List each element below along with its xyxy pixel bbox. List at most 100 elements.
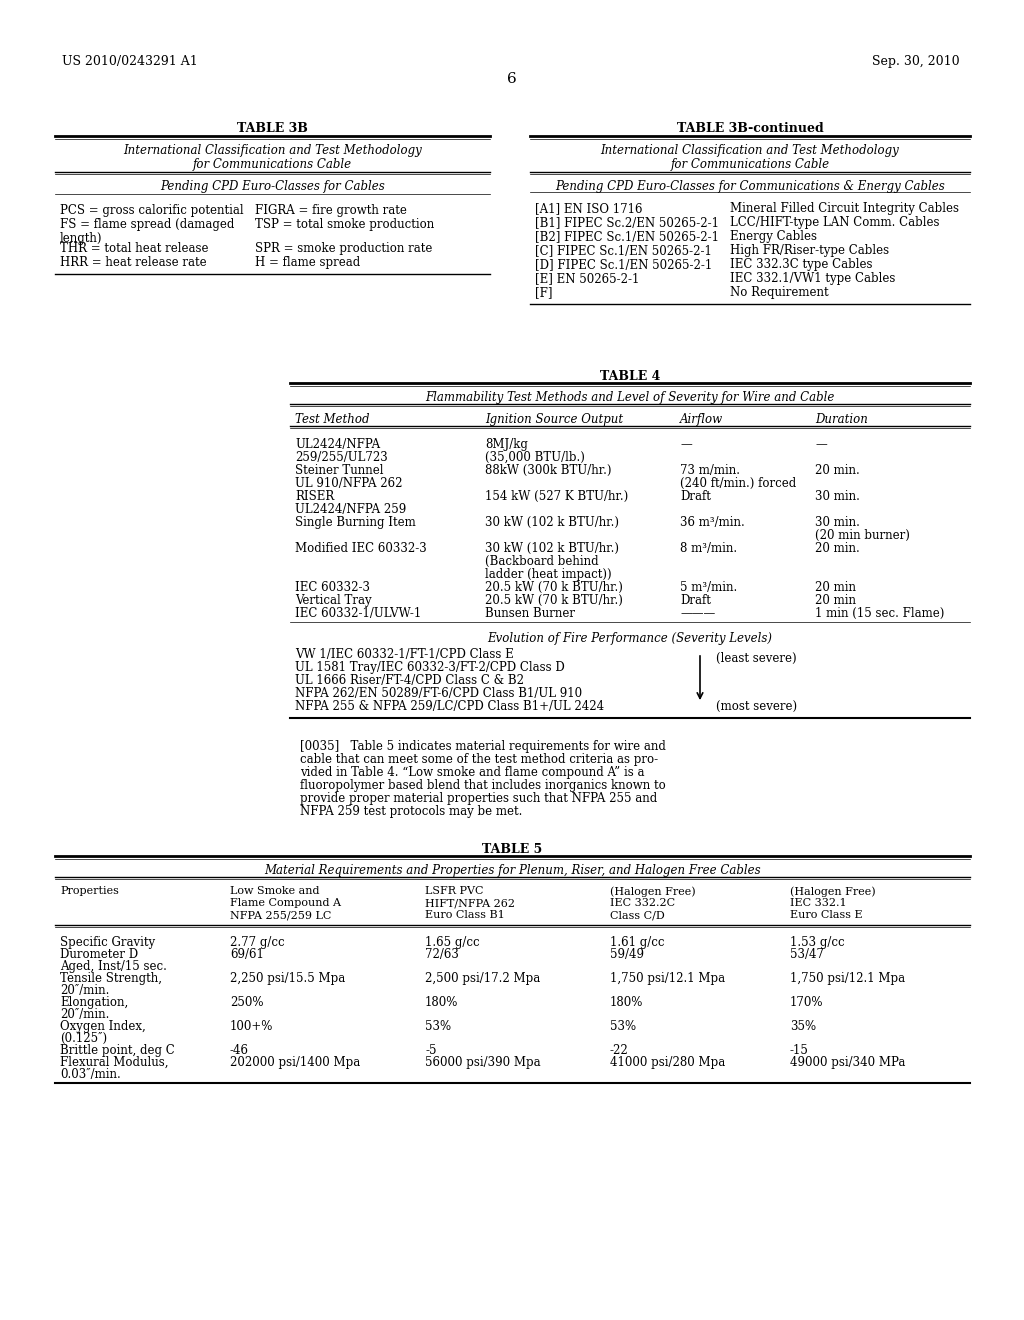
Text: 2.77 g/cc: 2.77 g/cc — [230, 936, 285, 949]
Text: H = flame spread: H = flame spread — [255, 256, 360, 269]
Text: NFPA 255 & NFPA 259/LC/CPD Class B1+/UL 2424: NFPA 255 & NFPA 259/LC/CPD Class B1+/UL … — [295, 700, 604, 713]
Text: Test Method: Test Method — [295, 413, 370, 426]
Text: 30 kW (102 k BTU/hr.): 30 kW (102 k BTU/hr.) — [485, 516, 618, 529]
Text: [B1] FIPEC Sc.2/EN 50265-2-1: [B1] FIPEC Sc.2/EN 50265-2-1 — [535, 216, 719, 228]
Text: 1 min (15 sec. Flame): 1 min (15 sec. Flame) — [815, 607, 944, 620]
Text: 20 min: 20 min — [815, 581, 856, 594]
Text: IEC 332.1/VW1 type Cables: IEC 332.1/VW1 type Cables — [730, 272, 895, 285]
Text: TSP = total smoke production: TSP = total smoke production — [255, 218, 434, 231]
Text: fluoropolymer based blend that includes inorganics known to: fluoropolymer based blend that includes … — [300, 779, 666, 792]
Text: 6: 6 — [507, 73, 517, 86]
Text: TABLE 3B-continued: TABLE 3B-continued — [677, 121, 823, 135]
Text: 1,750 psi/12.1 Mpa: 1,750 psi/12.1 Mpa — [790, 972, 905, 985]
Text: 20.5 kW (70 k BTU/hr.): 20.5 kW (70 k BTU/hr.) — [485, 581, 623, 594]
Text: Tensile Strength,: Tensile Strength, — [60, 972, 162, 985]
Text: 1,750 psi/12.1 Mpa: 1,750 psi/12.1 Mpa — [610, 972, 725, 985]
Text: Pending CPD Euro-Classes for Communications & Energy Cables: Pending CPD Euro-Classes for Communicati… — [555, 180, 945, 193]
Text: 73 m/min.: 73 m/min. — [680, 465, 740, 477]
Text: Euro Class B1: Euro Class B1 — [425, 909, 505, 920]
Text: Properties: Properties — [60, 886, 119, 896]
Text: LCC/HIFT-type LAN Comm. Cables: LCC/HIFT-type LAN Comm. Cables — [730, 216, 939, 228]
Text: 49000 psi/340 MPa: 49000 psi/340 MPa — [790, 1056, 905, 1069]
Text: -46: -46 — [230, 1044, 249, 1057]
Text: Airflow: Airflow — [680, 413, 723, 426]
Text: TABLE 3B: TABLE 3B — [238, 121, 308, 135]
Text: 8 m³/min.: 8 m³/min. — [680, 543, 737, 554]
Text: UL 1666 Riser/FT-4/CPD Class C & B2: UL 1666 Riser/FT-4/CPD Class C & B2 — [295, 675, 524, 686]
Text: [0035]   Table 5 indicates material requirements for wire and: [0035] Table 5 indicates material requir… — [300, 741, 666, 752]
Text: Durometer D: Durometer D — [60, 948, 138, 961]
Text: VW 1/IEC 60332-1/FT-1/CPD Class E: VW 1/IEC 60332-1/FT-1/CPD Class E — [295, 648, 514, 661]
Text: 259/255/UL723: 259/255/UL723 — [295, 451, 388, 465]
Text: 56000 psi/390 Mpa: 56000 psi/390 Mpa — [425, 1056, 541, 1069]
Text: 250%: 250% — [230, 997, 263, 1008]
Text: Sep. 30, 2010: Sep. 30, 2010 — [872, 55, 961, 69]
Text: provide proper material properties such that NFPA 255 and: provide proper material properties such … — [300, 792, 657, 805]
Text: 41000 psi/280 Mpa: 41000 psi/280 Mpa — [610, 1056, 725, 1069]
Text: 59/49: 59/49 — [610, 948, 644, 961]
Text: NFPA 259 test protocols may be met.: NFPA 259 test protocols may be met. — [300, 805, 522, 818]
Text: 8MJ/kg: 8MJ/kg — [485, 438, 528, 451]
Text: length): length) — [60, 232, 102, 246]
Text: Evolution of Fire Performance (Severity Levels): Evolution of Fire Performance (Severity … — [487, 632, 772, 645]
Text: 20 min: 20 min — [815, 594, 856, 607]
Text: US 2010/0243291 A1: US 2010/0243291 A1 — [62, 55, 198, 69]
Text: Draft: Draft — [680, 490, 711, 503]
Text: TABLE 4: TABLE 4 — [600, 370, 660, 383]
Text: 5 m³/min.: 5 m³/min. — [680, 581, 737, 594]
Text: IEC 60332-3: IEC 60332-3 — [295, 581, 370, 594]
Text: Draft: Draft — [680, 594, 711, 607]
Text: IEC 332.3C type Cables: IEC 332.3C type Cables — [730, 257, 872, 271]
Text: 1.53 g/cc: 1.53 g/cc — [790, 936, 845, 949]
Text: Mineral Filled Circuit Integrity Cables: Mineral Filled Circuit Integrity Cables — [730, 202, 959, 215]
Text: 180%: 180% — [610, 997, 643, 1008]
Text: Energy Cables: Energy Cables — [730, 230, 817, 243]
Text: Single Burning Item: Single Burning Item — [295, 516, 416, 529]
Text: [D] FIPEC Sc.1/EN 50265-2-1: [D] FIPEC Sc.1/EN 50265-2-1 — [535, 257, 713, 271]
Text: 88kW (300k BTU/hr.): 88kW (300k BTU/hr.) — [485, 465, 611, 477]
Text: Steiner Tunnel: Steiner Tunnel — [295, 465, 384, 477]
Text: 72/63: 72/63 — [425, 948, 459, 961]
Text: FS = flame spread (damaged: FS = flame spread (damaged — [60, 218, 234, 231]
Text: 154 kW (527 K BTU/hr.): 154 kW (527 K BTU/hr.) — [485, 490, 629, 503]
Text: Bunsen Burner: Bunsen Burner — [485, 607, 575, 620]
Text: (35,000 BTU/lb.): (35,000 BTU/lb.) — [485, 451, 585, 465]
Text: cable that can meet some of the test method criteria as pro-: cable that can meet some of the test met… — [300, 752, 658, 766]
Text: for Communications Cable: for Communications Cable — [671, 158, 829, 172]
Text: RISER: RISER — [295, 490, 334, 503]
Text: 20 min.: 20 min. — [815, 465, 860, 477]
Text: 69/61: 69/61 — [230, 948, 264, 961]
Text: [F]: [F] — [535, 286, 553, 300]
Text: 30 min.: 30 min. — [815, 516, 860, 529]
Text: 36 m³/min.: 36 m³/min. — [680, 516, 744, 529]
Text: Material Requirements and Properties for Plenum, Riser, and Halogen Free Cables: Material Requirements and Properties for… — [264, 865, 761, 876]
Text: 20″/min.: 20″/min. — [60, 983, 110, 997]
Text: Flame Compound A: Flame Compound A — [230, 898, 341, 908]
Text: UL2424/NFPA 259: UL2424/NFPA 259 — [295, 503, 407, 516]
Text: for Communications Cable: for Communications Cable — [193, 158, 352, 172]
Text: (240 ft/min.) forced: (240 ft/min.) forced — [680, 477, 797, 490]
Text: 53%: 53% — [425, 1020, 452, 1034]
Text: 202000 psi/1400 Mpa: 202000 psi/1400 Mpa — [230, 1056, 360, 1069]
Text: 30 kW (102 k BTU/hr.): 30 kW (102 k BTU/hr.) — [485, 543, 618, 554]
Text: FIGRA = fire growth rate: FIGRA = fire growth rate — [255, 205, 407, 216]
Text: International Classification and Test Methodology: International Classification and Test Me… — [601, 144, 899, 157]
Text: Vertical Tray: Vertical Tray — [295, 594, 372, 607]
Text: UL2424/NFPA: UL2424/NFPA — [295, 438, 380, 451]
Text: (Halogen Free): (Halogen Free) — [790, 886, 876, 896]
Text: Low Smoke and: Low Smoke and — [230, 886, 319, 896]
Text: 100+%: 100+% — [230, 1020, 273, 1034]
Text: 180%: 180% — [425, 997, 459, 1008]
Text: 1.61 g/cc: 1.61 g/cc — [610, 936, 665, 949]
Text: IEC 332.2C: IEC 332.2C — [610, 898, 675, 908]
Text: HRR = heat release rate: HRR = heat release rate — [60, 256, 207, 269]
Text: —: — — [680, 438, 692, 451]
Text: NFPA 255/259 LC: NFPA 255/259 LC — [230, 909, 332, 920]
Text: 170%: 170% — [790, 997, 823, 1008]
Text: 0.03″/min.: 0.03″/min. — [60, 1068, 121, 1081]
Text: THR = total heat release: THR = total heat release — [60, 242, 209, 255]
Text: Pending CPD Euro-Classes for Cables: Pending CPD Euro-Classes for Cables — [160, 180, 385, 193]
Text: Aged, Inst/15 sec.: Aged, Inst/15 sec. — [60, 960, 167, 973]
Text: -5: -5 — [425, 1044, 436, 1057]
Text: Class C/D: Class C/D — [610, 909, 665, 920]
